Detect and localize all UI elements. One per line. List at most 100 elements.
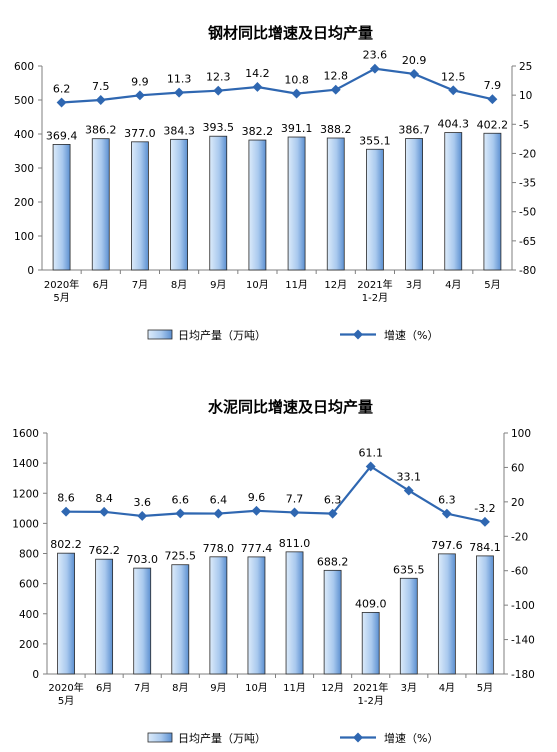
steel-x-tick-label-line: 9月 bbox=[210, 279, 226, 291]
cement-growth-value-label: 6.3 bbox=[324, 494, 342, 507]
steel-left-tick-label: 0 bbox=[27, 265, 34, 277]
cement-growth-value-label: 33.1 bbox=[397, 471, 422, 484]
steel-growth-point bbox=[95, 95, 106, 105]
cement-bar-value-label: 688.2 bbox=[317, 555, 349, 568]
steel-x-tick-label: 4月 bbox=[445, 279, 461, 291]
cement-bar bbox=[95, 558, 114, 675]
steel-left-tick-label: 200 bbox=[14, 197, 34, 209]
cement-x-tick-label-line: 1-2月 bbox=[358, 695, 384, 707]
cement-x-tick-label-line: 12月 bbox=[321, 682, 344, 694]
steel-bar bbox=[91, 138, 110, 271]
cement-bar-value-label: 635.5 bbox=[393, 563, 425, 576]
steel-chart-title: 钢材同比增速及日均产量 bbox=[208, 24, 373, 42]
cement-growth-value-label: 61.1 bbox=[358, 446, 383, 459]
steel-x-tick-label-line: 11月 bbox=[285, 279, 308, 291]
steel-x-tick-label: 5月 bbox=[484, 279, 500, 291]
steel-bar-value-label: 404.3 bbox=[438, 118, 470, 131]
steel-legend-bar-swatch bbox=[147, 329, 173, 340]
cement-growth-value-label: -3.2 bbox=[474, 502, 495, 515]
cement-right-tick-label: -60 bbox=[511, 566, 528, 578]
cement-x-tick-label-line: 6月 bbox=[96, 682, 112, 694]
cement-growth-value-label: 3.6 bbox=[133, 496, 151, 509]
cement-bar-value-label: 703.0 bbox=[126, 553, 158, 566]
steel-bar-value-label: 388.2 bbox=[320, 123, 352, 136]
steel-growth-value-label: 23.6 bbox=[363, 49, 388, 62]
cement-legend-line-label: 增速（%） bbox=[384, 731, 438, 745]
steel-bar-value-label: 384.3 bbox=[163, 124, 195, 137]
steel-bar bbox=[52, 144, 71, 271]
cement-right-tick-label: 60 bbox=[511, 462, 524, 474]
steel-bar-value-label: 377.0 bbox=[124, 127, 156, 140]
steel-growth-value-label: 6.2 bbox=[53, 83, 71, 96]
cement-growth-point bbox=[99, 506, 110, 517]
cement-right-tick-label: 100 bbox=[511, 428, 531, 440]
steel-x-tick-label: 3月 bbox=[406, 279, 422, 291]
steel-right-tick-label: 25 bbox=[519, 61, 532, 73]
cement-bar bbox=[361, 611, 380, 675]
cement-x-tick-label: 5月 bbox=[477, 682, 493, 694]
steel-growth-point bbox=[409, 69, 420, 79]
steel-chart-svg: 钢材同比增速及日均产量 0 100 200 300 400 500 600 -80 -65 -50 -… bbox=[14, 24, 536, 342]
steel-growth-value-label: 12.3 bbox=[206, 71, 231, 84]
steel-bar bbox=[287, 136, 306, 271]
steel-left-tick-label: 400 bbox=[14, 129, 34, 141]
steel-growth-value-label: 11.3 bbox=[167, 73, 192, 86]
cement-x-tick-label: 6月 bbox=[96, 682, 112, 694]
steel-growth-point bbox=[134, 90, 145, 101]
steel-bar-value-label: 369.4 bbox=[46, 129, 78, 142]
cement-bar bbox=[285, 551, 304, 675]
cement-bar bbox=[247, 556, 266, 675]
cement-x-tick-label-line: 2021年 bbox=[353, 681, 388, 694]
cement-bar-value-label: 409.0 bbox=[355, 597, 387, 610]
cement-bar bbox=[133, 567, 152, 675]
cement-bar bbox=[57, 552, 75, 675]
steel-x-tick-label-line: 6月 bbox=[93, 279, 109, 291]
steel-right-tick-label: -50 bbox=[519, 207, 536, 219]
steel-right-tick-label: -35 bbox=[519, 178, 536, 190]
cement-left-tick-label: 1200 bbox=[12, 488, 39, 500]
steel-x-tick-label: 8月 bbox=[171, 279, 187, 291]
steel-growth-point bbox=[369, 63, 380, 74]
cement-right-tick-label: -180 bbox=[511, 669, 535, 681]
steel-growth-value-label: 12.5 bbox=[441, 70, 466, 83]
cement-x-tick-label: 10月 bbox=[245, 682, 268, 694]
steel-growth-value-label: 10.8 bbox=[284, 74, 309, 87]
steel-bar bbox=[209, 135, 228, 271]
cement-bar-value-label: 777.4 bbox=[241, 542, 273, 555]
steel-x-tick-label: 7月 bbox=[132, 279, 148, 291]
cement-growth-point bbox=[175, 508, 186, 519]
steel-x-tick-label: 10月 bbox=[246, 279, 269, 291]
cement-left-tick-label: 1600 bbox=[12, 428, 39, 440]
cement-bar-value-label: 725.5 bbox=[165, 550, 197, 563]
cement-bar bbox=[399, 577, 418, 675]
cement-bar bbox=[476, 555, 494, 675]
steel-bar bbox=[248, 139, 267, 271]
cement-bar-value-label: 784.1 bbox=[469, 541, 501, 554]
steel-x-tick-label-line: 10月 bbox=[246, 279, 269, 291]
steel-x-tick-label-line: 12月 bbox=[324, 279, 347, 291]
cement-bar-value-label: 778.0 bbox=[203, 542, 235, 555]
cement-x-tick-label-line: 2020年 bbox=[48, 681, 83, 694]
steel-bar-value-label: 386.2 bbox=[85, 124, 117, 137]
cement-x-tick-label: 7月 bbox=[134, 682, 150, 694]
cement-growth-line bbox=[66, 465, 486, 523]
cement-right-tick-label: -100 bbox=[511, 600, 535, 612]
cement-x-tick-label: 8月 bbox=[172, 682, 188, 694]
cement-chart-svg: 水泥同比增速及日均产量 0 200 400 600 800 1000 1200 1400 1600… bbox=[12, 398, 535, 745]
steel-x-tick-label-line: 2021年 bbox=[357, 278, 392, 291]
cement-x-tick-label-line: 4月 bbox=[439, 682, 455, 694]
cement-growth-point bbox=[441, 508, 452, 519]
steel-growth-point bbox=[56, 97, 67, 108]
cement-bar-value-label: 811.0 bbox=[279, 537, 311, 550]
steel-bar-value-label: 355.1 bbox=[359, 134, 391, 147]
cement-left-tick-label: 600 bbox=[19, 579, 39, 591]
steel-growth-point bbox=[487, 94, 498, 105]
cement-growth-value-label: 6.3 bbox=[438, 494, 456, 507]
steel-legend-line-label: 增速（%） bbox=[384, 328, 438, 342]
steel-growth-value-label: 9.9 bbox=[131, 75, 149, 88]
steel-x-tick-label: 6月 bbox=[93, 279, 109, 291]
steel-x-tick-label: 2020年 5月 bbox=[44, 278, 79, 304]
cement-bar-value-label: 802.2 bbox=[50, 538, 82, 551]
cement-bar bbox=[437, 553, 456, 675]
steel-growth-point bbox=[174, 87, 185, 98]
